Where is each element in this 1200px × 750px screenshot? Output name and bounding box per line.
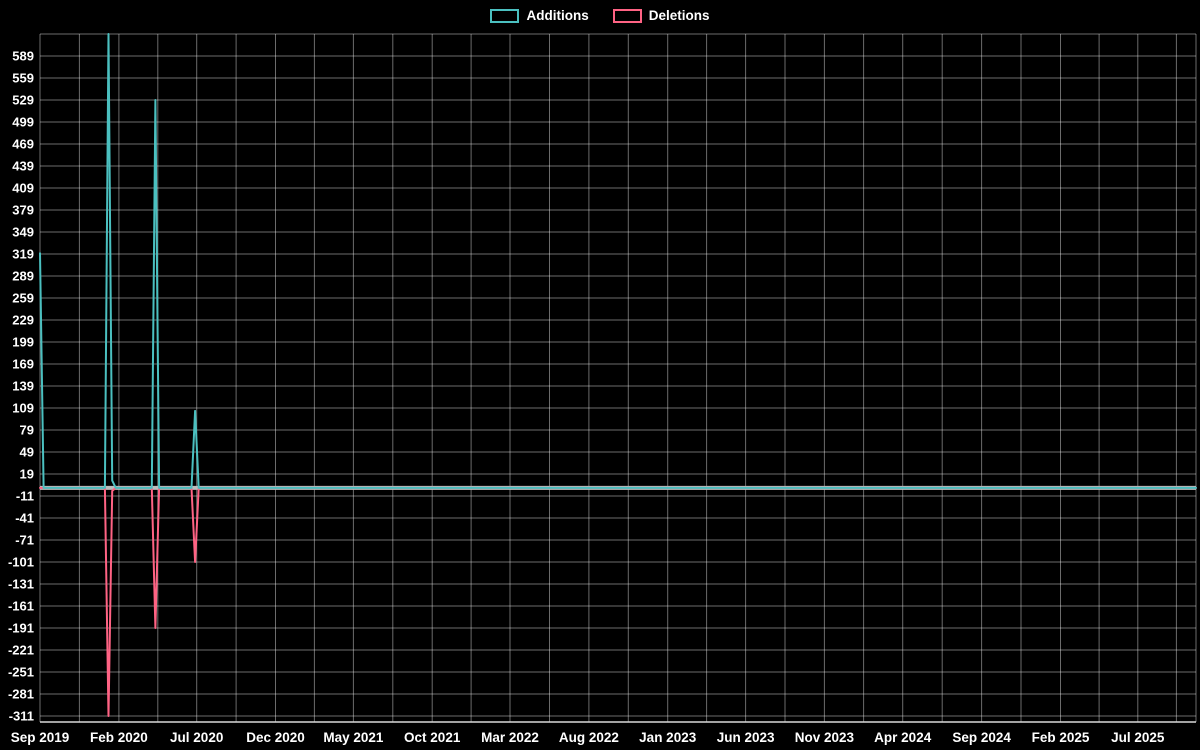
- deletions-swatch-icon: [612, 9, 642, 23]
- y-tick-label: 379: [12, 203, 34, 218]
- y-tick-label: -131: [8, 577, 34, 592]
- x-axis-labels: Sep 2019 Feb 2020 Jul 2020 Dec 2020 May 2021…: [11, 730, 1165, 745]
- y-tick-label: 529: [12, 93, 34, 108]
- additions-swatch-icon: [490, 9, 520, 23]
- y-tick-label: -161: [8, 599, 34, 614]
- x-tick-label: Sep 2019: [11, 730, 70, 745]
- gridlines: [39, 33, 1196, 722]
- y-tick-label: 469: [12, 137, 34, 152]
- y-tick-label: 229: [12, 313, 34, 328]
- x-tick-label: May 2021: [323, 730, 384, 745]
- y-tick-label: 259: [12, 291, 34, 306]
- x-tick-label: Jun 2023: [717, 730, 775, 745]
- y-tick-label: 79: [20, 423, 34, 438]
- x-tick-label: Dec 2020: [246, 730, 305, 745]
- x-tick-label: Jul 2020: [170, 730, 223, 745]
- y-tick-label: 409: [12, 181, 34, 196]
- y-tick-label: 499: [12, 115, 34, 130]
- x-tick-label: Jul 2025: [1111, 730, 1165, 745]
- legend-item-deletions[interactable]: Deletions: [612, 8, 710, 24]
- y-tick-label: 559: [12, 71, 34, 86]
- y-tick-label: 349: [12, 225, 34, 240]
- x-tick-label: Jan 2023: [639, 730, 697, 745]
- y-tick-label: -251: [8, 665, 34, 680]
- x-tick-label: Nov 2023: [795, 730, 855, 745]
- y-tick-label: 199: [12, 335, 34, 350]
- y-tick-label: -101: [8, 555, 34, 570]
- y-tick-label: 169: [12, 357, 34, 372]
- x-tick-label: Aug 2022: [559, 730, 619, 745]
- y-tick-label: 319: [12, 247, 34, 262]
- x-tick-label: Apr 2024: [874, 730, 932, 745]
- y-tick-label: 19: [20, 467, 34, 482]
- y-tick-label: -71: [15, 533, 34, 548]
- y-tick-label: -191: [8, 621, 34, 636]
- series-line-additions: [39, 33, 1197, 489]
- y-tick-label: 589: [12, 49, 34, 64]
- y-tick-label: 139: [12, 379, 34, 394]
- deletions-legend-label: Deletions: [648, 8, 710, 24]
- y-tick-label: 289: [12, 269, 34, 284]
- x-tick-label: Feb 2020: [90, 730, 148, 745]
- y-tick-label: 49: [20, 445, 34, 460]
- legend-item-additions[interactable]: Additions: [490, 8, 589, 24]
- chart-legend: Additions Deletions: [0, 9, 1200, 23]
- y-tick-label: 439: [12, 159, 34, 174]
- additions-legend-label: Additions: [526, 8, 589, 24]
- y-axis-labels: 589 559 529 499 469 439 409 379 349 319 289 259 229 1…: [8, 49, 34, 724]
- x-tick-label: Feb 2025: [1032, 730, 1090, 745]
- y-tick-label: -11: [16, 489, 34, 504]
- y-tick-label: 109: [12, 401, 34, 416]
- x-tick-label: Mar 2022: [481, 730, 539, 745]
- y-tick-label: -221: [8, 643, 34, 658]
- x-tick-label: Sep 2024: [952, 730, 1011, 745]
- y-tick-label: -281: [8, 687, 34, 702]
- y-tick-label: -311: [9, 709, 34, 724]
- series-line-deletions: [39, 486, 1197, 717]
- x-tick-label: Oct 2021: [404, 730, 461, 745]
- y-tick-label: -41: [15, 511, 34, 526]
